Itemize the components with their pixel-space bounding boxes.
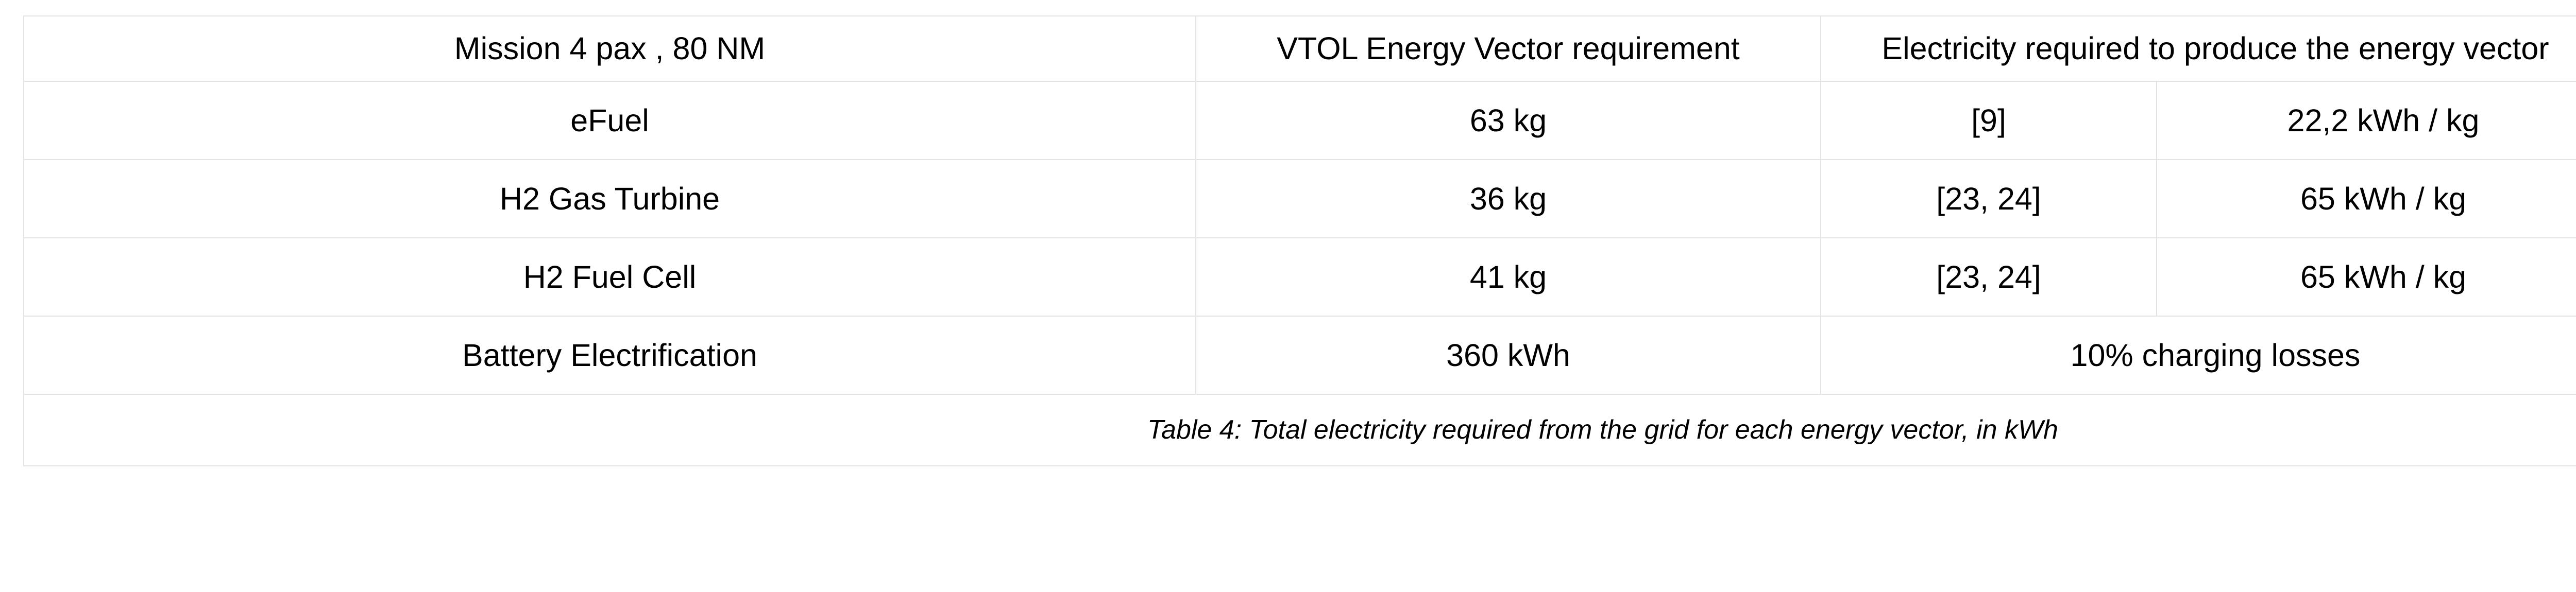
cell-vector-requirement-h2-fuel-cell: 41 kg — [1195, 237, 1821, 317]
table-row: eFuel 63 kg [9] 22,2 kWh / kg 1399 — [23, 81, 2576, 160]
table-container: Mission 4 pax , 80 NM VTOL Energy Vector… — [23, 15, 2576, 466]
cell-mission-h2-gas-turbine: H2 Gas Turbine — [23, 159, 1196, 238]
table-caption-row: Table 4: Total electricity required from… — [23, 394, 2576, 466]
table-body: eFuel 63 kg [9] 22,2 kWh / kg 1399 H2 Ga… — [23, 81, 2576, 466]
column-header-electricity-required: Electricity required to produce the ener… — [1820, 15, 2576, 82]
cell-mission-battery-electrification: Battery Electrification — [23, 316, 1196, 395]
energy-vector-table: Mission 4 pax , 80 NM VTOL Energy Vector… — [23, 15, 2576, 466]
cell-vector-requirement-h2-gas-turbine: 36 kg — [1195, 159, 1821, 238]
table-header: Mission 4 pax , 80 NM VTOL Energy Vector… — [23, 15, 2576, 82]
cell-reference-h2-gas-turbine: [23, 24] — [1820, 159, 2157, 238]
cell-vector-requirement-battery-electrification: 360 kWh — [1195, 316, 1821, 395]
column-header-vtol-energy-vector-requirement: VTOL Energy Vector requirement — [1195, 15, 1821, 82]
cell-rate-h2-gas-turbine: 65 kWh / kg — [2156, 159, 2576, 238]
cell-mission-efuel: eFuel — [23, 81, 1196, 160]
cell-charging-losses-battery-electrification: 10% charging losses — [1820, 316, 2576, 395]
cell-vector-requirement-efuel: 63 kg — [1195, 81, 1821, 160]
table-row: H2 Gas Turbine 36 kg [23, 24] 65 kWh / k… — [23, 159, 2576, 238]
cell-rate-efuel: 22,2 kWh / kg — [2156, 81, 2576, 160]
table-row: H2 Fuel Cell 41 kg [23, 24] 65 kWh / kg … — [23, 237, 2576, 317]
table-header-row: Mission 4 pax , 80 NM VTOL Energy Vector… — [23, 15, 2576, 82]
table-caption: Table 4: Total electricity required from… — [23, 394, 2576, 466]
table-row: Battery Electrification 360 kWh 10% char… — [23, 316, 2576, 395]
cell-mission-h2-fuel-cell: H2 Fuel Cell — [23, 237, 1196, 317]
column-header-mission: Mission 4 pax , 80 NM — [23, 15, 1196, 82]
cell-rate-h2-fuel-cell: 65 kWh / kg — [2156, 237, 2576, 317]
cell-reference-efuel: [9] — [1820, 81, 2157, 160]
cell-reference-h2-fuel-cell: [23, 24] — [1820, 237, 2157, 317]
